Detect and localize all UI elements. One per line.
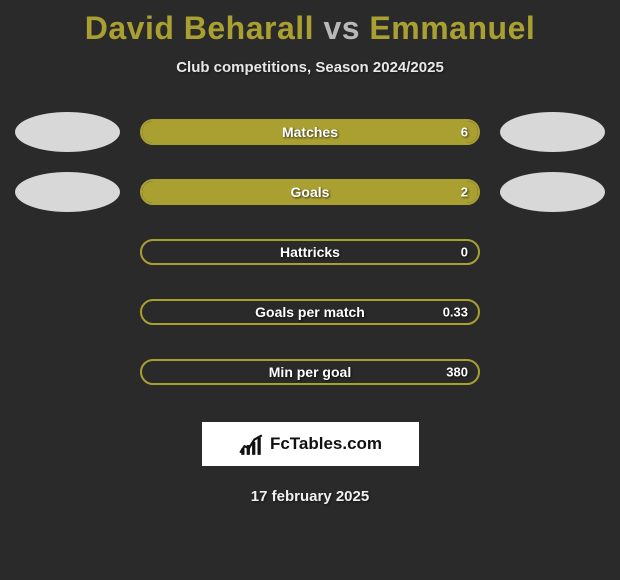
logo-text: FcTables.com: [270, 434, 382, 454]
stat-bar: Hattricks0: [140, 239, 480, 265]
stat-value: 0: [461, 245, 468, 260]
stat-rows: Matches6Goals2Hattricks0Goals per match0…: [0, 112, 620, 392]
stat-row: Hattricks0: [0, 232, 620, 272]
stat-bar: Min per goal380: [140, 359, 480, 385]
stat-label: Min per goal: [142, 364, 478, 380]
avatar-right: [500, 172, 605, 212]
stat-row: Matches6: [0, 112, 620, 152]
avatar-right: [500, 112, 605, 152]
stat-row: Min per goal380: [0, 352, 620, 392]
stat-row: Goals2: [0, 172, 620, 212]
stat-bar: Matches6: [140, 119, 480, 145]
comparison-card: David Beharall vs Emmanuel Club competit…: [0, 0, 620, 515]
stat-label: Goals: [142, 184, 478, 200]
stat-value: 380: [446, 365, 468, 380]
stat-label: Hattricks: [142, 244, 478, 260]
stat-bar: Goals per match0.33: [140, 299, 480, 325]
stat-bar: Goals2: [140, 179, 480, 205]
stat-value: 6: [461, 125, 468, 140]
stat-label: Goals per match: [142, 304, 478, 320]
player2-name: Emmanuel: [369, 10, 535, 46]
avatar-left: [15, 112, 120, 152]
player1-name: David Beharall: [85, 10, 314, 46]
stat-value: 0.33: [443, 305, 468, 320]
stat-row: Goals per match0.33: [0, 292, 620, 332]
stat-label: Matches: [142, 124, 478, 140]
date: 17 february 2025: [0, 488, 620, 505]
vs-text: vs: [323, 10, 360, 46]
subtitle: Club competitions, Season 2024/2025: [0, 59, 620, 76]
avatar-left: [15, 172, 120, 212]
stat-value: 2: [461, 185, 468, 200]
page-title: David Beharall vs Emmanuel: [0, 10, 620, 47]
chart-icon: [238, 431, 264, 457]
logo-box[interactable]: FcTables.com: [202, 422, 419, 466]
